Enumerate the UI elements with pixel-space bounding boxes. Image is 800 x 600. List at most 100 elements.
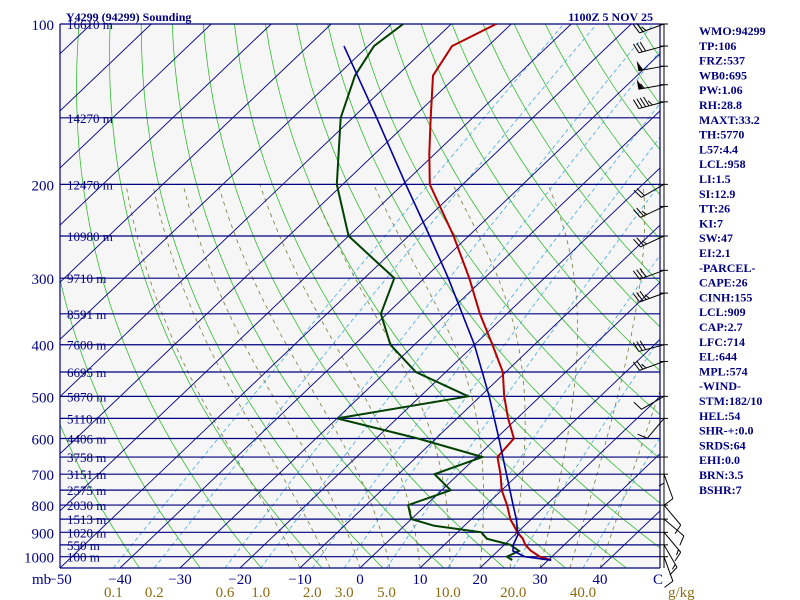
title-right: 1100Z 5 NOV 25 [568, 10, 653, 24]
wind-barb [660, 556, 674, 588]
wind-barb [633, 395, 668, 410]
moist-adiabat [539, 184, 579, 568]
pressure-tick-label: 100 [32, 18, 55, 34]
isotherm [479, 395, 660, 568]
mixing-ratio-tick-label: 2.0 [303, 585, 322, 600]
isotherm [119, 53, 660, 568]
wind-barb [636, 60, 668, 72]
pressure-tick-label: 900 [32, 526, 55, 542]
wind-barb [660, 544, 678, 576]
temperature-end-label: C [653, 572, 663, 588]
isotherm [239, 167, 660, 568]
moist-adiabat [125, 184, 301, 568]
temperature-tick-label: 0 [356, 572, 364, 588]
wind-barb [660, 504, 682, 535]
dry-adiabat [296, 24, 660, 549]
title-left: Y4299 (94299) Sounding [66, 10, 191, 24]
wind-barb [632, 96, 668, 110]
temperature-profile [428, 24, 552, 562]
moist-adiabat [152, 184, 331, 568]
index-item: WB0:695 [699, 68, 747, 82]
height-label: 6695 m [67, 365, 106, 380]
index-item: MAXT:33.2 [699, 113, 760, 127]
wind-barb [632, 340, 668, 352]
mixing-ratio-tick-label: 20.0 [500, 585, 526, 600]
isotherm [419, 338, 660, 568]
index-item: HEL:54 [699, 409, 740, 423]
moist-adiabat [259, 184, 421, 568]
index-item: SW:47 [699, 231, 733, 245]
wind-barb [658, 456, 668, 487]
dry-adiabat [109, 24, 323, 568]
pressure-tick-label: 600 [32, 433, 55, 449]
temperature-tick-label: −10 [288, 572, 311, 588]
wind-barb [632, 290, 668, 303]
index-item: EHI:0.0 [699, 453, 740, 467]
index-item: WMO:94299 [699, 24, 766, 38]
pressure-unit: mb [32, 572, 51, 588]
index-item: -WIND- [699, 379, 741, 393]
wind-barbs [632, 23, 685, 588]
dry-adiabat [451, 24, 660, 328]
dewpoint-profile [335, 24, 521, 562]
isotherm [0, 24, 31, 568]
height-labels: 16610 m 14270 m 12470 m 10980 m 9710 m 8591 m… [67, 17, 113, 565]
dry-adiabat [420, 24, 660, 372]
height-label: 14270 m [67, 111, 113, 126]
isotherm [299, 224, 660, 568]
moist-adiabat [569, 184, 645, 568]
height-label: 550 m [67, 538, 100, 553]
index-item: CINH:155 [699, 290, 752, 304]
index-item: PW:1.06 [699, 83, 743, 97]
height-label: 2030 m [67, 498, 106, 513]
moist-adiabat [310, 184, 451, 568]
mixing-ratio-line [260, 50, 660, 568]
index-item: EI:2.1 [699, 246, 731, 260]
wind-barb [633, 183, 668, 198]
wind-barb [632, 360, 668, 371]
height-label: 1020 m [67, 525, 106, 540]
height-label: 10980 m [67, 229, 113, 244]
dry-adiabat [389, 24, 660, 416]
isotherm [60, 24, 332, 283]
temperature-tick-label: 10 [413, 572, 428, 588]
height-label: 2575 m [67, 483, 106, 498]
pressure-tick-label: 300 [32, 272, 55, 288]
dry-adiabat [482, 24, 660, 284]
height-label: 12470 m [67, 177, 113, 192]
moist-adiabat [217, 184, 391, 568]
mixing-ratio-tick-label: 10.0 [435, 585, 461, 600]
wind-barb [637, 417, 668, 439]
index-item: STM:182/10 [699, 394, 762, 408]
moist-adiabat [599, 389, 660, 568]
isotherm [60, 24, 272, 226]
mixing-ratio-tick-label: 0.2 [145, 585, 164, 600]
isotherm [60, 24, 572, 512]
isotherm [60, 24, 632, 568]
pressure-tick-label: 200 [32, 178, 55, 194]
index-item: MPL:574 [699, 364, 748, 378]
mixing-ratio-line [224, 24, 654, 568]
index-item: EL:644 [699, 350, 737, 364]
height-label: 3758 m [67, 450, 106, 465]
mixing-ratio-unit: g/kg [668, 585, 695, 600]
index-item: LFC:714 [699, 335, 745, 349]
wind-barb [633, 205, 668, 218]
mixing-ratio-tick-label: 5.0 [377, 585, 396, 600]
dry-adiabat [763, 24, 800, 568]
height-label: 1513 m [67, 512, 106, 527]
pressure-tick-label: 800 [32, 499, 55, 515]
wind-barb [636, 79, 668, 90]
temperature-tick-label: −20 [228, 572, 251, 588]
pressure-tick-label: 500 [32, 390, 55, 406]
index-item: CAPE:26 [699, 276, 748, 290]
temperature-tick-label: −40 [108, 572, 131, 588]
dry-adiabat [327, 24, 660, 504]
index-item: L57:4.4 [699, 142, 738, 156]
temperature-tick-label: 30 [533, 572, 548, 588]
index-item: SI:12.9 [699, 187, 735, 201]
height-label: 8591 m [67, 307, 106, 322]
pressure-tick-label: 400 [32, 339, 55, 355]
index-item: LCL:909 [699, 305, 746, 319]
